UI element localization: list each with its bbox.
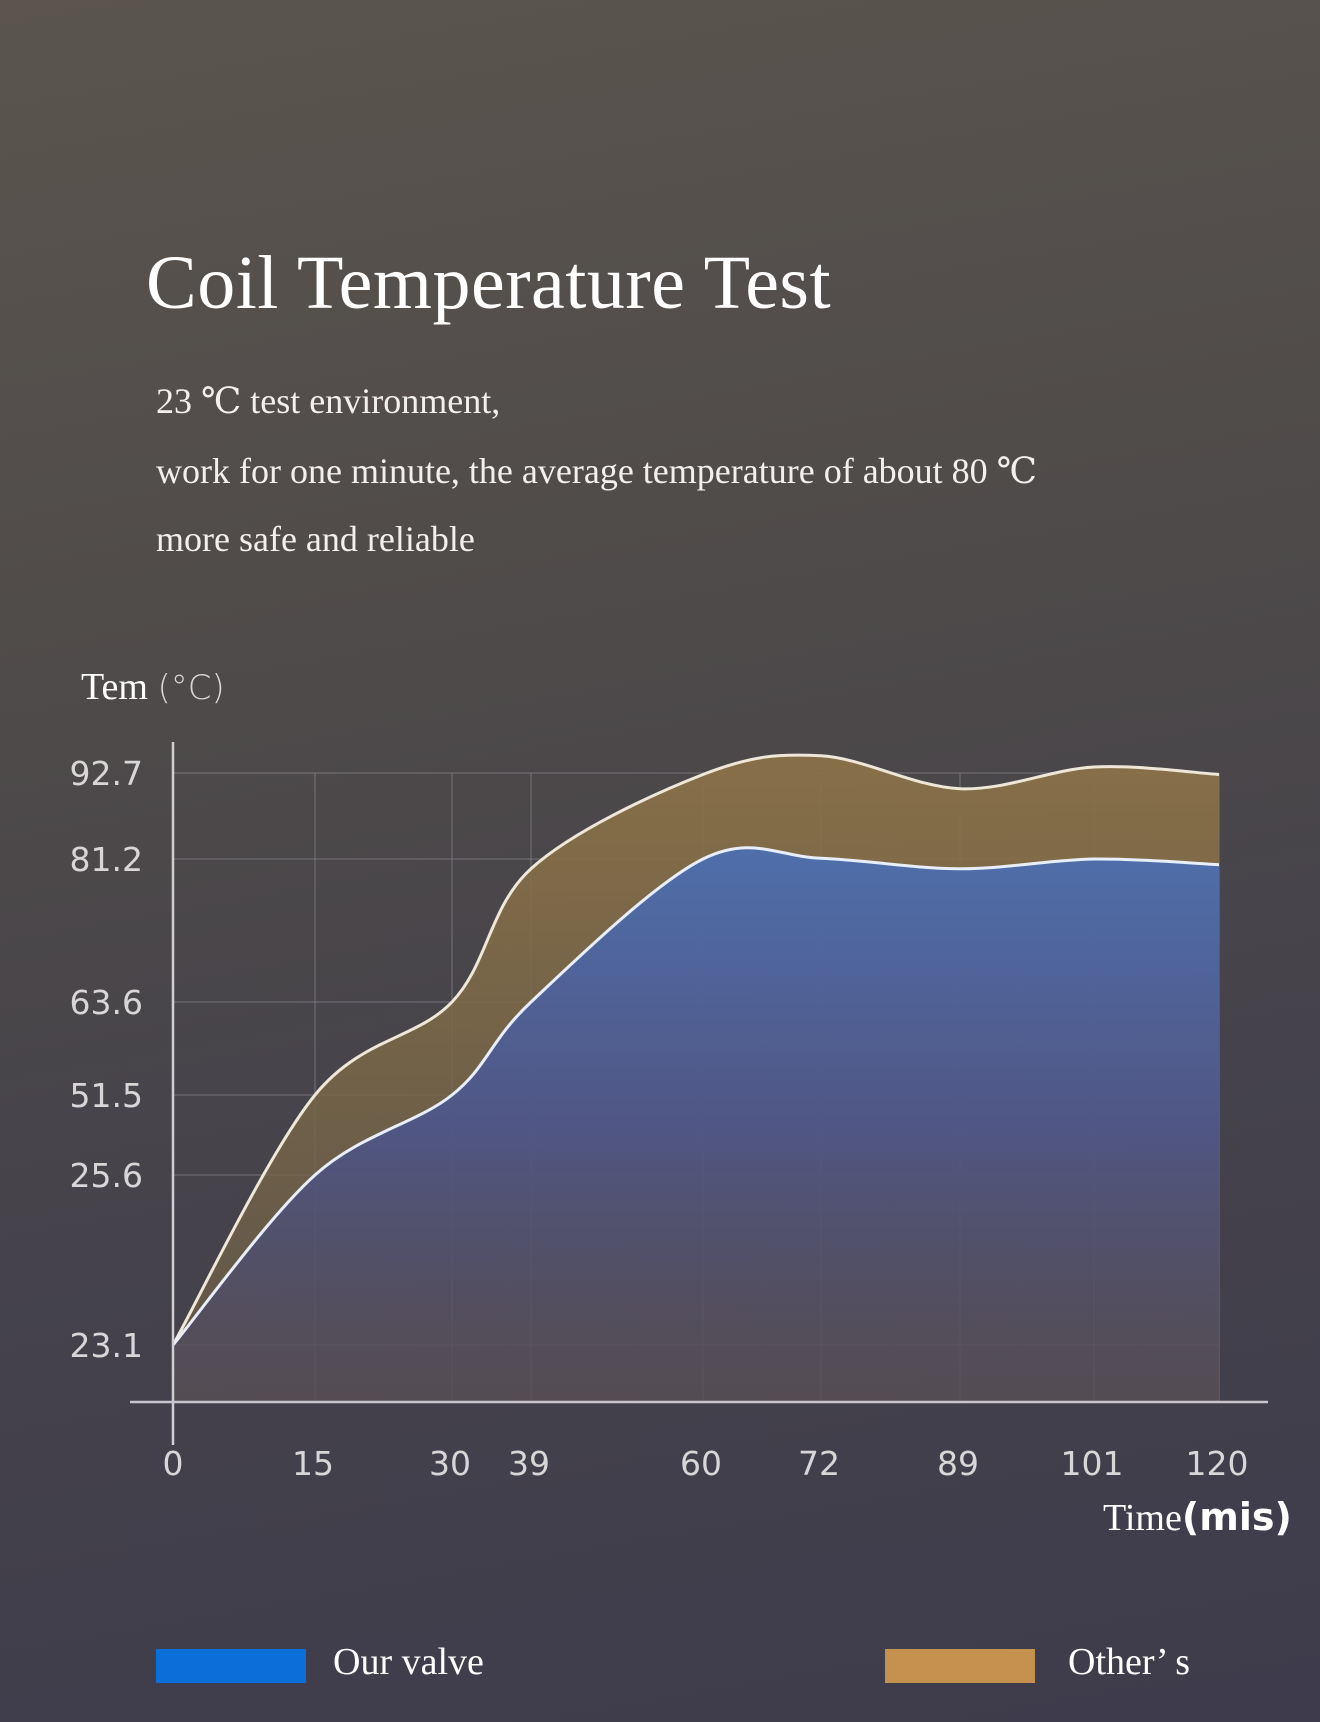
subtitle-line-1: 23 ℃ test environment,: [156, 381, 501, 421]
x-tick-label: 30: [429, 1444, 471, 1483]
y-tick-label: 25.6: [70, 1156, 143, 1195]
others-line: [171, 753, 1220, 1346]
x-tick-label: 101: [1061, 1444, 1124, 1483]
legend-label-our-valve: Our valve: [333, 1641, 484, 1683]
x-tick-label: 15: [292, 1444, 334, 1483]
x-tick-label: 39: [508, 1444, 550, 1483]
x-tick-label: 72: [798, 1444, 840, 1483]
y-tick-label: 92.7: [70, 754, 143, 793]
legend-label-others: Other’ s: [1068, 1641, 1191, 1683]
legend-swatch-our-valve: [156, 1649, 306, 1683]
y-tick-label: 81.2: [70, 840, 143, 879]
y-tick-label: 23.1: [70, 1326, 143, 1365]
x-tick-label: 89: [937, 1444, 979, 1483]
legend-swatch-others: [885, 1649, 1035, 1683]
y-tick-label: 51.5: [70, 1076, 143, 1115]
our-valve-area: [173, 847, 1219, 1402]
subtitle-line-3: more safe and reliable: [156, 519, 475, 559]
y-tick-label: 63.6: [70, 983, 143, 1022]
subtitle-line-2: work for one minute, the average tempera…: [156, 451, 1037, 491]
x-axis-label: Time(mis): [1103, 1495, 1292, 1539]
page-title: Coil Temperature Test: [146, 241, 832, 325]
x-tick-label: 60: [680, 1444, 722, 1483]
x-tick-label: 0: [163, 1444, 184, 1483]
our-valve-line: [171, 846, 1220, 1346]
x-tick-label: 120: [1186, 1444, 1249, 1483]
y-axis-label: Tem (°C): [81, 666, 225, 708]
